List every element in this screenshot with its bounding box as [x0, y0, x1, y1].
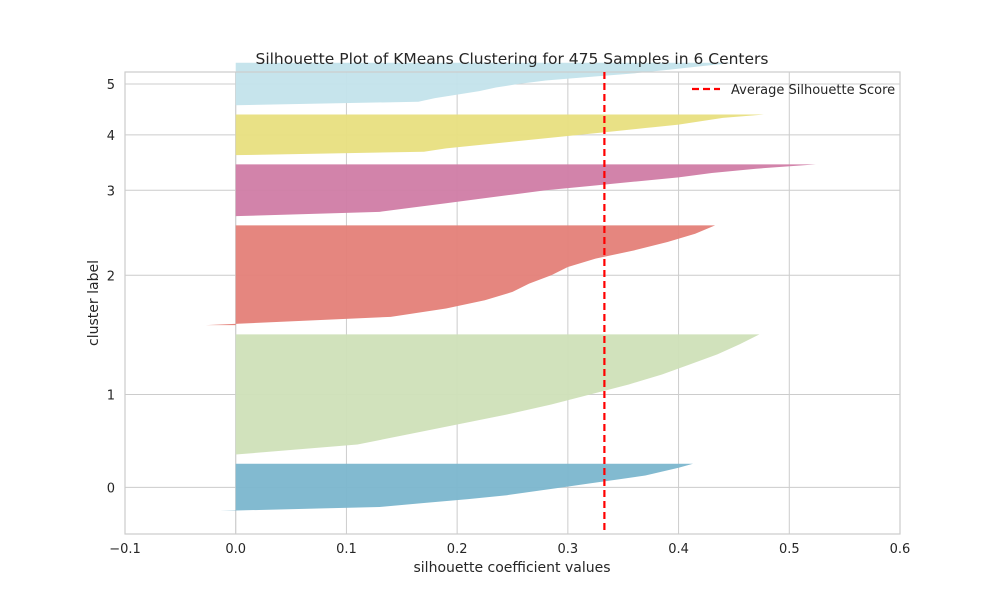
plot-frame: [124, 71, 901, 535]
cluster-0-silhouette: [220, 463, 693, 511]
cluster-5-silhouette: [235, 62, 736, 106]
y-tick-label: 2: [107, 269, 115, 284]
y-axis-title: cluster label: [86, 260, 102, 346]
x-tick-label: 0.5: [779, 542, 800, 557]
x-tick-label: 0.1: [336, 542, 357, 557]
cluster-2-silhouette: [205, 225, 716, 326]
chart-title: Silhouette Plot of KMeans Clustering for…: [255, 50, 768, 68]
x-tick-label: 0.4: [668, 542, 689, 557]
y-tick-label: 3: [107, 184, 115, 199]
x-tick-label: −0.1: [109, 542, 141, 557]
cluster-1-silhouette: [235, 334, 760, 455]
legend: Average Silhouette Score: [692, 83, 895, 98]
y-tick-label: 1: [107, 388, 115, 403]
x-tick-label: 0.3: [558, 542, 579, 557]
y-tick-label: 4: [107, 129, 115, 144]
x-axis-title: silhouette coefficient values: [414, 560, 611, 576]
x-tick-label: 0.6: [890, 542, 911, 557]
cluster-layer: [205, 62, 816, 511]
x-tick-label: 0.0: [225, 542, 246, 557]
y-tick-label: 5: [107, 78, 115, 93]
cluster-3-silhouette: [235, 164, 816, 217]
tick-layer: −0.1 0.0 0.1 0.2 0.3 0.4 0.5 0.6 0 1 2 3 4 5: [107, 78, 911, 557]
cluster-4-silhouette: [235, 114, 764, 156]
y-tick-label: 0: [107, 481, 115, 496]
x-tick-label: 0.2: [447, 542, 468, 557]
legend-label: Average Silhouette Score: [731, 83, 895, 98]
